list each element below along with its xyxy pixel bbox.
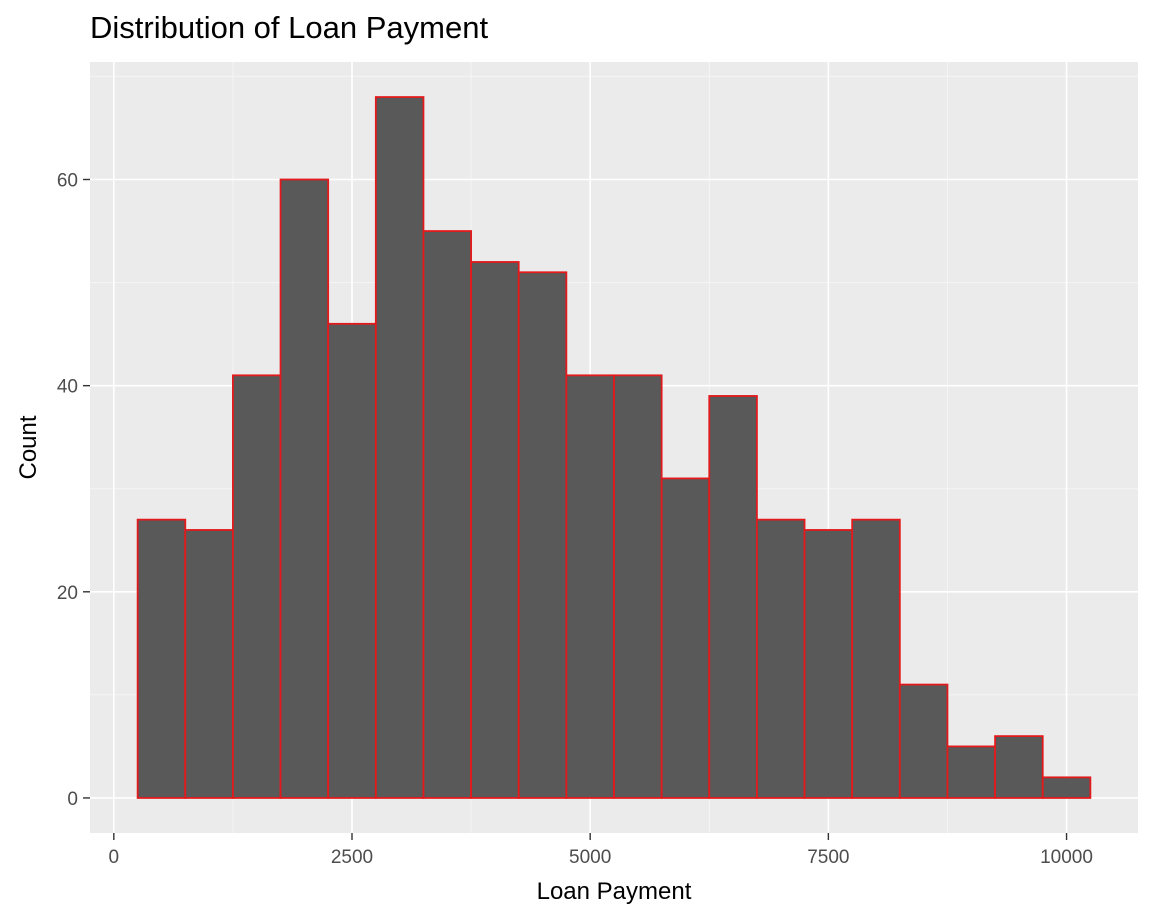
x-tick-label: 7500 [807, 847, 849, 868]
x-tick-label: 10000 [1040, 847, 1093, 868]
histogram-bar [994, 735, 1044, 799]
histogram-bar [708, 395, 758, 799]
histogram-bars [136, 96, 1092, 799]
histogram-bar [613, 374, 663, 799]
y-tick-label: 20 [57, 583, 78, 604]
x-tick-label: 5000 [569, 847, 611, 868]
x-tick-label: 2500 [331, 847, 373, 868]
histogram-bar [851, 518, 901, 799]
histogram-bar [327, 322, 377, 799]
x-axis-title: Loan Payment [537, 878, 692, 905]
histogram-bar [279, 178, 330, 799]
y-tick-label: 0 [67, 789, 78, 810]
x-tick-label: 0 [109, 847, 120, 868]
axis-tick-labels: 0 2500 5000 7500 10000 0 20 40 60 [57, 171, 1093, 868]
histogram-bar [232, 374, 282, 799]
histogram-bar [565, 374, 615, 799]
histogram-bar [184, 529, 234, 799]
histogram-bar [374, 96, 425, 799]
histogram-bar [803, 529, 854, 799]
histogram-bar [517, 271, 568, 799]
y-axis-title: Count [15, 415, 42, 479]
histogram-bar [1041, 776, 1092, 799]
y-tick-label: 40 [57, 377, 78, 398]
axis-ticks [83, 178, 1068, 840]
histogram-bar [422, 230, 472, 799]
histogram-bar [756, 518, 806, 799]
histogram-bar [660, 477, 711, 799]
histogram-bar [136, 518, 187, 799]
y-tick-label: 60 [57, 171, 78, 192]
histogram-bar [898, 683, 949, 799]
histogram-bar [470, 261, 520, 799]
chart-title: Distribution of Loan Payment [90, 10, 489, 45]
histogram-bar [946, 745, 996, 799]
